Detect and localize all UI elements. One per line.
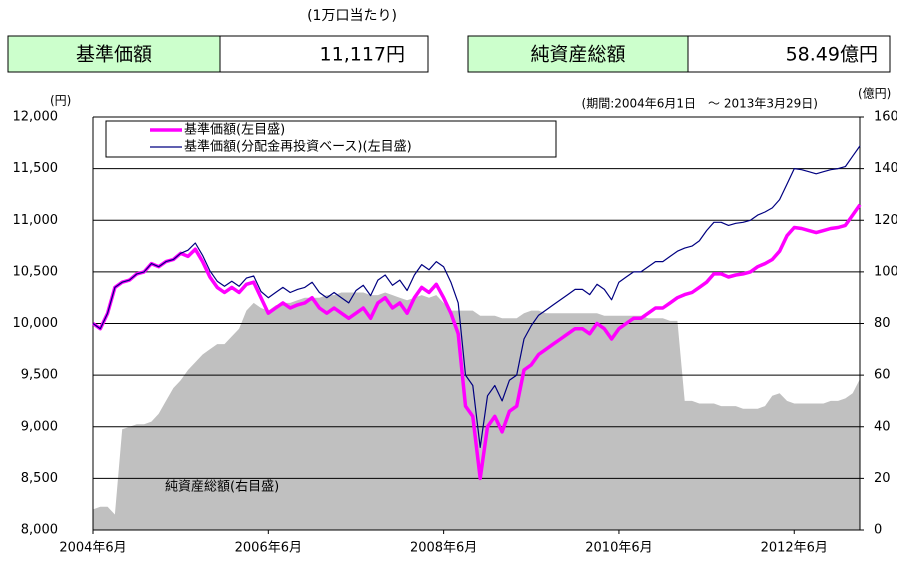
y-tick-label: 11,000 [13,213,59,228]
value-box [687,35,891,73]
label-box [467,35,689,73]
x-tick-label: 2006年6月 [235,541,302,556]
y2-tick-label: 140 [874,161,897,176]
y-tick-label: 9,500 [21,368,58,383]
label-box [7,35,221,73]
y-tick-label: 12,000 [13,110,59,125]
legend-box [105,120,557,158]
area [93,292,860,530]
y2-unit: (億円) [858,87,891,101]
y-tick-label: 8,000 [21,523,58,538]
period: (期間:2004年6月1日 ～ 2013年3月29日) [582,97,818,111]
value-box [219,35,429,73]
y2-tick-label: 120 [874,213,897,228]
area-label: 純資産総額(右目盛) [165,479,279,495]
y2-tick-label: 80 [874,316,891,331]
nav-label: 基準価額 [76,44,152,66]
y2-tick-label: 40 [874,419,891,434]
y2-tick-label: 0 [874,523,882,538]
assets-value: 58.49億円 [786,44,878,66]
assets-label: 純資産総額 [530,44,625,66]
x-tick-label: 2010年6月 [585,541,652,556]
y-tick-label: 11,500 [13,161,59,176]
y2-tick-label: 20 [874,471,891,486]
y-tick-label: 8,500 [21,471,58,486]
line [91,203,862,481]
y2-tick-label: 60 [874,368,891,383]
y2-tick-label: 160 [874,110,897,125]
y-tick-label: 10,500 [13,264,59,279]
y-tick-label: 9,000 [21,419,58,434]
x-tick-label: 2004年6月 [59,541,126,556]
y-tick-label: 10,000 [13,316,59,331]
x-tick-label: 2008年6月 [410,541,477,556]
y-unit: (円) [50,94,71,108]
legend-label: 基準価額(分配金再投資ベース)(左目盛) [184,139,412,155]
header-note: (1万口当たり) [307,8,397,24]
y2-tick-label: 100 [874,264,897,279]
nav-value: 11,117円 [320,44,405,66]
x-tick-label: 2012年6月 [761,541,828,556]
legend-label: 基準価額(左目盛) [184,122,285,138]
line [92,145,861,448]
